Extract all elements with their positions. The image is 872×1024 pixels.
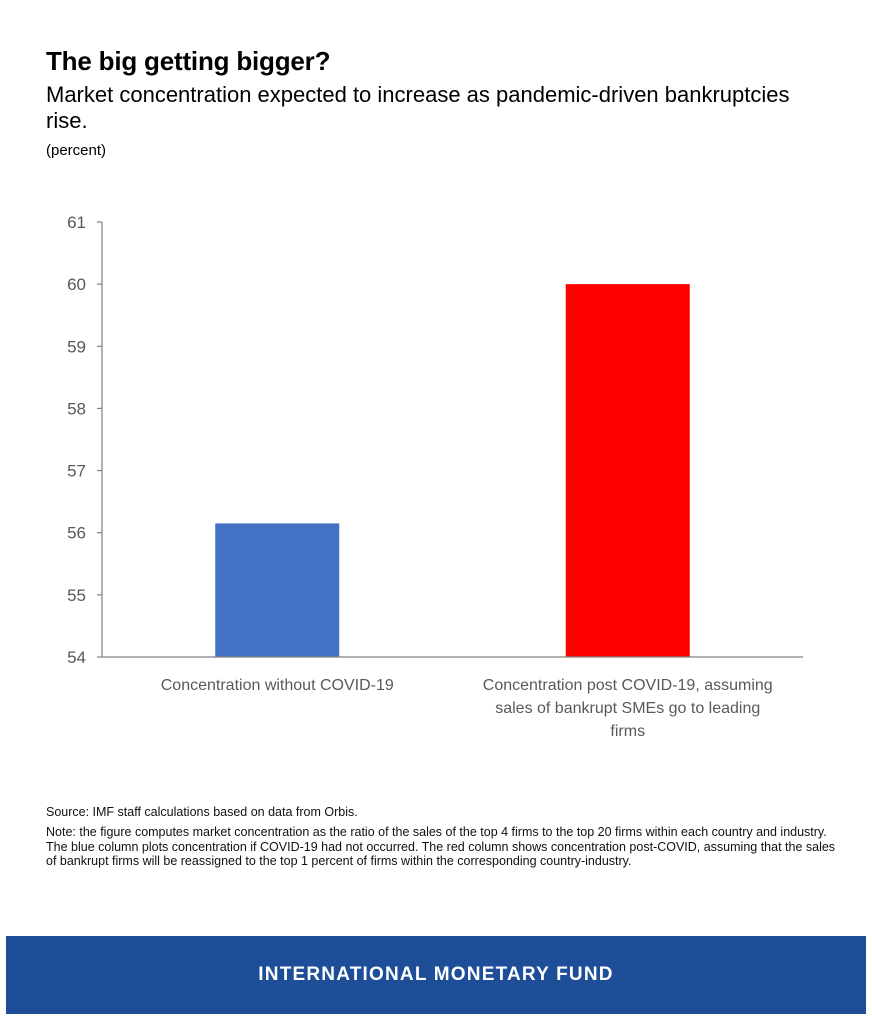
chart-title: The big getting bigger? — [46, 46, 331, 76]
bar-1 — [215, 523, 340, 657]
y-tick-label: 56 — [67, 524, 86, 543]
y-tick-label: 58 — [67, 399, 86, 418]
y-tick-label: 61 — [67, 213, 86, 232]
category-label: firms — [610, 723, 645, 740]
chart-subtitle: Market concentration expected to increas… — [46, 82, 790, 133]
bar-chart: 54 55 56 57 58 59 60 61 Concentration without C… — [67, 213, 803, 740]
source-note: Source: IMF staff calculations based on … — [46, 805, 358, 819]
bars — [215, 284, 690, 657]
category-label: Concentration without COVID-19 — [161, 677, 394, 694]
category-label: sales of bankrupt SMEs go to leading — [495, 700, 760, 717]
y-tick-label: 55 — [67, 586, 86, 605]
x-axis: Concentration without COVID-19 Concentrat… — [102, 656, 803, 740]
y-tick-label: 57 — [67, 462, 86, 481]
methodology-note: Note: the figure computes market concent… — [46, 825, 836, 868]
unit-label: (percent) — [46, 142, 107, 159]
category-label: Concentration post COVID-19, assuming — [483, 677, 773, 694]
imf-footer-label: INTERNATIONAL MONETARY FUND — [258, 964, 614, 985]
y-tick-label: 59 — [67, 337, 86, 356]
y-tick-label: 54 — [67, 648, 86, 667]
y-axis: 54 55 56 57 58 59 60 61 — [67, 213, 103, 667]
imf-footer-banner: INTERNATIONAL MONETARY FUND — [6, 936, 866, 1014]
bar-2 — [565, 284, 690, 657]
y-tick-label: 60 — [67, 275, 86, 294]
